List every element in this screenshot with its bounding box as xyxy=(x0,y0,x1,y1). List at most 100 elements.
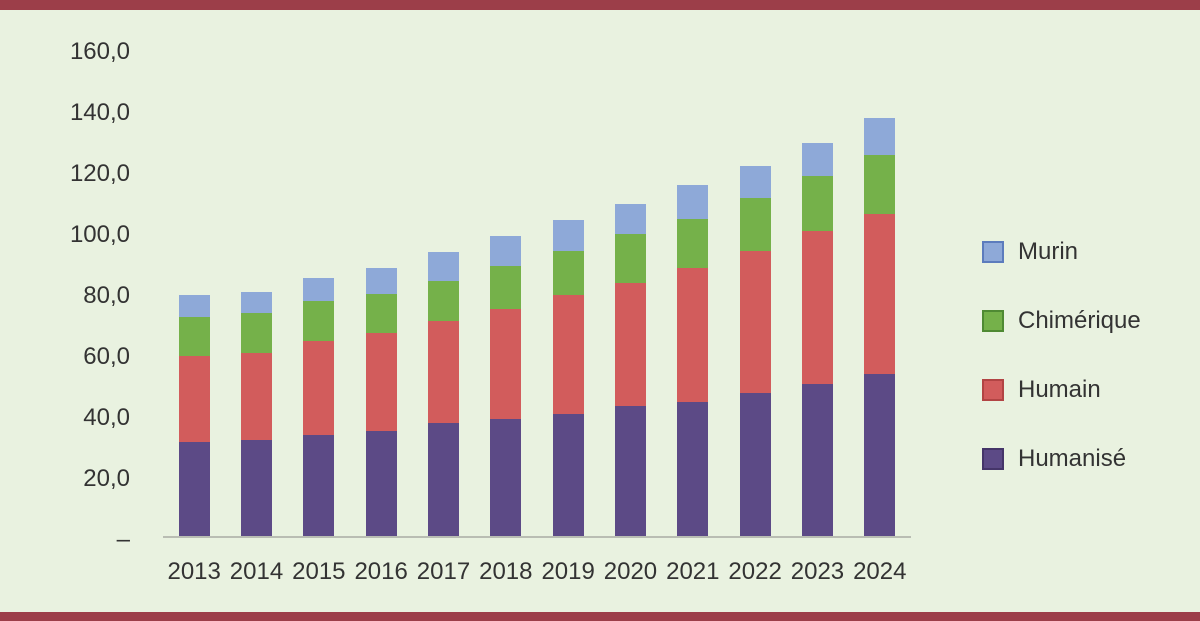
bottom-border-band xyxy=(0,612,1200,621)
bar-segment-chimerique xyxy=(427,281,459,322)
bar-segment-murin xyxy=(864,118,896,155)
bar-segment-murin xyxy=(552,220,584,251)
stacked-bar-2013 xyxy=(178,295,210,536)
stacked-bar-2023 xyxy=(801,142,833,536)
legend-label-murin: Murin xyxy=(1018,238,1079,265)
top-border-band xyxy=(0,0,1200,10)
bar-segment-humain xyxy=(303,340,335,436)
bar-segment-humanise xyxy=(365,430,397,536)
y-axis: 160,0 140,0 120,0 100,0 80,0 60,0 40,0 20,0 – xyxy=(28,37,130,557)
bar-segment-humanise xyxy=(864,374,896,536)
bar-segment-chimerique xyxy=(303,301,335,341)
bar-segment-chimerique xyxy=(614,234,646,283)
x-tick-label: 2019 xyxy=(541,558,595,585)
bar-segment-humain xyxy=(427,321,459,424)
bar-column-2023 xyxy=(786,50,848,536)
x-tick-label: 2015 xyxy=(292,558,346,585)
bar-segment-humain xyxy=(490,308,522,419)
stacked-bar-2018 xyxy=(490,235,522,536)
x-tick-label: 2024 xyxy=(853,558,907,585)
x-tick-label: 2016 xyxy=(354,558,408,585)
y-tick-label: 20,0 xyxy=(83,465,130,492)
bar-segment-humain xyxy=(801,231,833,384)
bar-segment-murin xyxy=(490,235,522,267)
bar-segment-humain xyxy=(178,356,210,442)
bar-segment-murin xyxy=(801,142,833,177)
bar-segment-murin xyxy=(739,165,771,198)
bar-segment-humanise xyxy=(490,418,522,536)
stacked-bar-2016 xyxy=(365,267,397,536)
bar-segment-humain xyxy=(240,353,272,440)
legend-label-humain: Humain xyxy=(1018,376,1101,403)
bar-segment-humanise xyxy=(677,401,709,536)
x-tick-label: 2018 xyxy=(479,558,533,585)
bar-segment-humanise xyxy=(178,441,210,536)
legend-item-humain: Humain xyxy=(982,376,1141,404)
stacked-bar-2015 xyxy=(303,278,335,536)
bar-segment-humain xyxy=(739,250,771,393)
stacked-bar-2014 xyxy=(240,292,272,536)
y-tick-label: 60,0 xyxy=(83,343,130,370)
bar-segment-humanise xyxy=(739,392,771,536)
legend-label-chimerique: Chimérique xyxy=(1018,307,1141,334)
legend-swatch-chimerique xyxy=(982,310,1004,332)
bar-segment-humain xyxy=(552,295,584,414)
bar-column-2024 xyxy=(849,50,911,536)
bar-segment-humanise xyxy=(614,406,646,536)
bar-column-2016 xyxy=(350,50,412,536)
bar-segment-humain xyxy=(614,282,646,407)
stacked-bar-2017 xyxy=(427,252,459,536)
bar-segment-chimerique xyxy=(365,293,397,334)
bar-segment-humain xyxy=(864,214,896,375)
bar-segment-murin xyxy=(303,278,335,302)
x-tick-label: 2014 xyxy=(229,558,284,585)
bar-segment-humanise xyxy=(427,423,459,536)
legend-swatch-humain xyxy=(982,379,1004,401)
bar-segment-chimerique xyxy=(552,250,584,296)
bar-column-2014 xyxy=(225,50,287,536)
y-tick-label: 140,0 xyxy=(69,99,130,126)
legend-label-humanise: Humanisé xyxy=(1018,445,1127,472)
bar-segment-murin xyxy=(677,185,709,219)
x-tick-label: 2023 xyxy=(790,558,845,585)
legend: Murin Chimérique Humain Humanisé xyxy=(982,238,1141,473)
stacked-bar-2019 xyxy=(552,220,584,536)
bar-segment-chimerique xyxy=(864,154,896,215)
bar-segment-humanise xyxy=(552,414,584,536)
x-tick-label: 2017 xyxy=(416,558,471,585)
stacked-bar-2021 xyxy=(677,185,709,536)
bar-segment-humain xyxy=(365,333,397,431)
legend-swatch-murin xyxy=(982,241,1004,263)
bar-segment-humanise xyxy=(801,383,833,536)
stacked-bar-2022 xyxy=(739,165,771,536)
bar-segment-humain xyxy=(677,267,709,402)
bar-column-2015 xyxy=(288,50,350,536)
bar-segment-chimerique xyxy=(490,266,522,309)
bar-segment-chimerique xyxy=(801,176,833,231)
plot-area xyxy=(163,50,911,538)
bar-segment-chimerique xyxy=(677,218,709,268)
y-tick-label: 100,0 xyxy=(69,221,130,248)
x-tick-label: 2021 xyxy=(666,558,720,585)
bar-segment-murin xyxy=(240,292,272,314)
bar-segment-chimerique xyxy=(178,316,210,357)
stacked-bar-2024 xyxy=(864,118,896,536)
legend-item-humanise: Humanisé xyxy=(982,445,1141,473)
y-tick-label: 40,0 xyxy=(83,404,130,431)
bar-column-2021 xyxy=(662,50,724,536)
bar-column-2018 xyxy=(475,50,537,536)
bar-segment-murin xyxy=(614,203,646,235)
y-tick-label: – xyxy=(116,526,130,553)
bar-column-2022 xyxy=(724,50,786,536)
y-tick-label: 80,0 xyxy=(83,282,130,309)
x-tick-label: 2020 xyxy=(603,558,658,585)
legend-item-chimerique: Chimérique xyxy=(982,307,1141,335)
x-tick-label: 2013 xyxy=(167,558,221,585)
legend-swatch-humanise xyxy=(982,448,1004,470)
bar-column-2017 xyxy=(412,50,474,536)
bar-segment-humanise xyxy=(240,439,272,536)
bar-segment-murin xyxy=(427,252,459,282)
bar-column-2013 xyxy=(163,50,225,536)
legend-item-murin: Murin xyxy=(982,238,1141,266)
